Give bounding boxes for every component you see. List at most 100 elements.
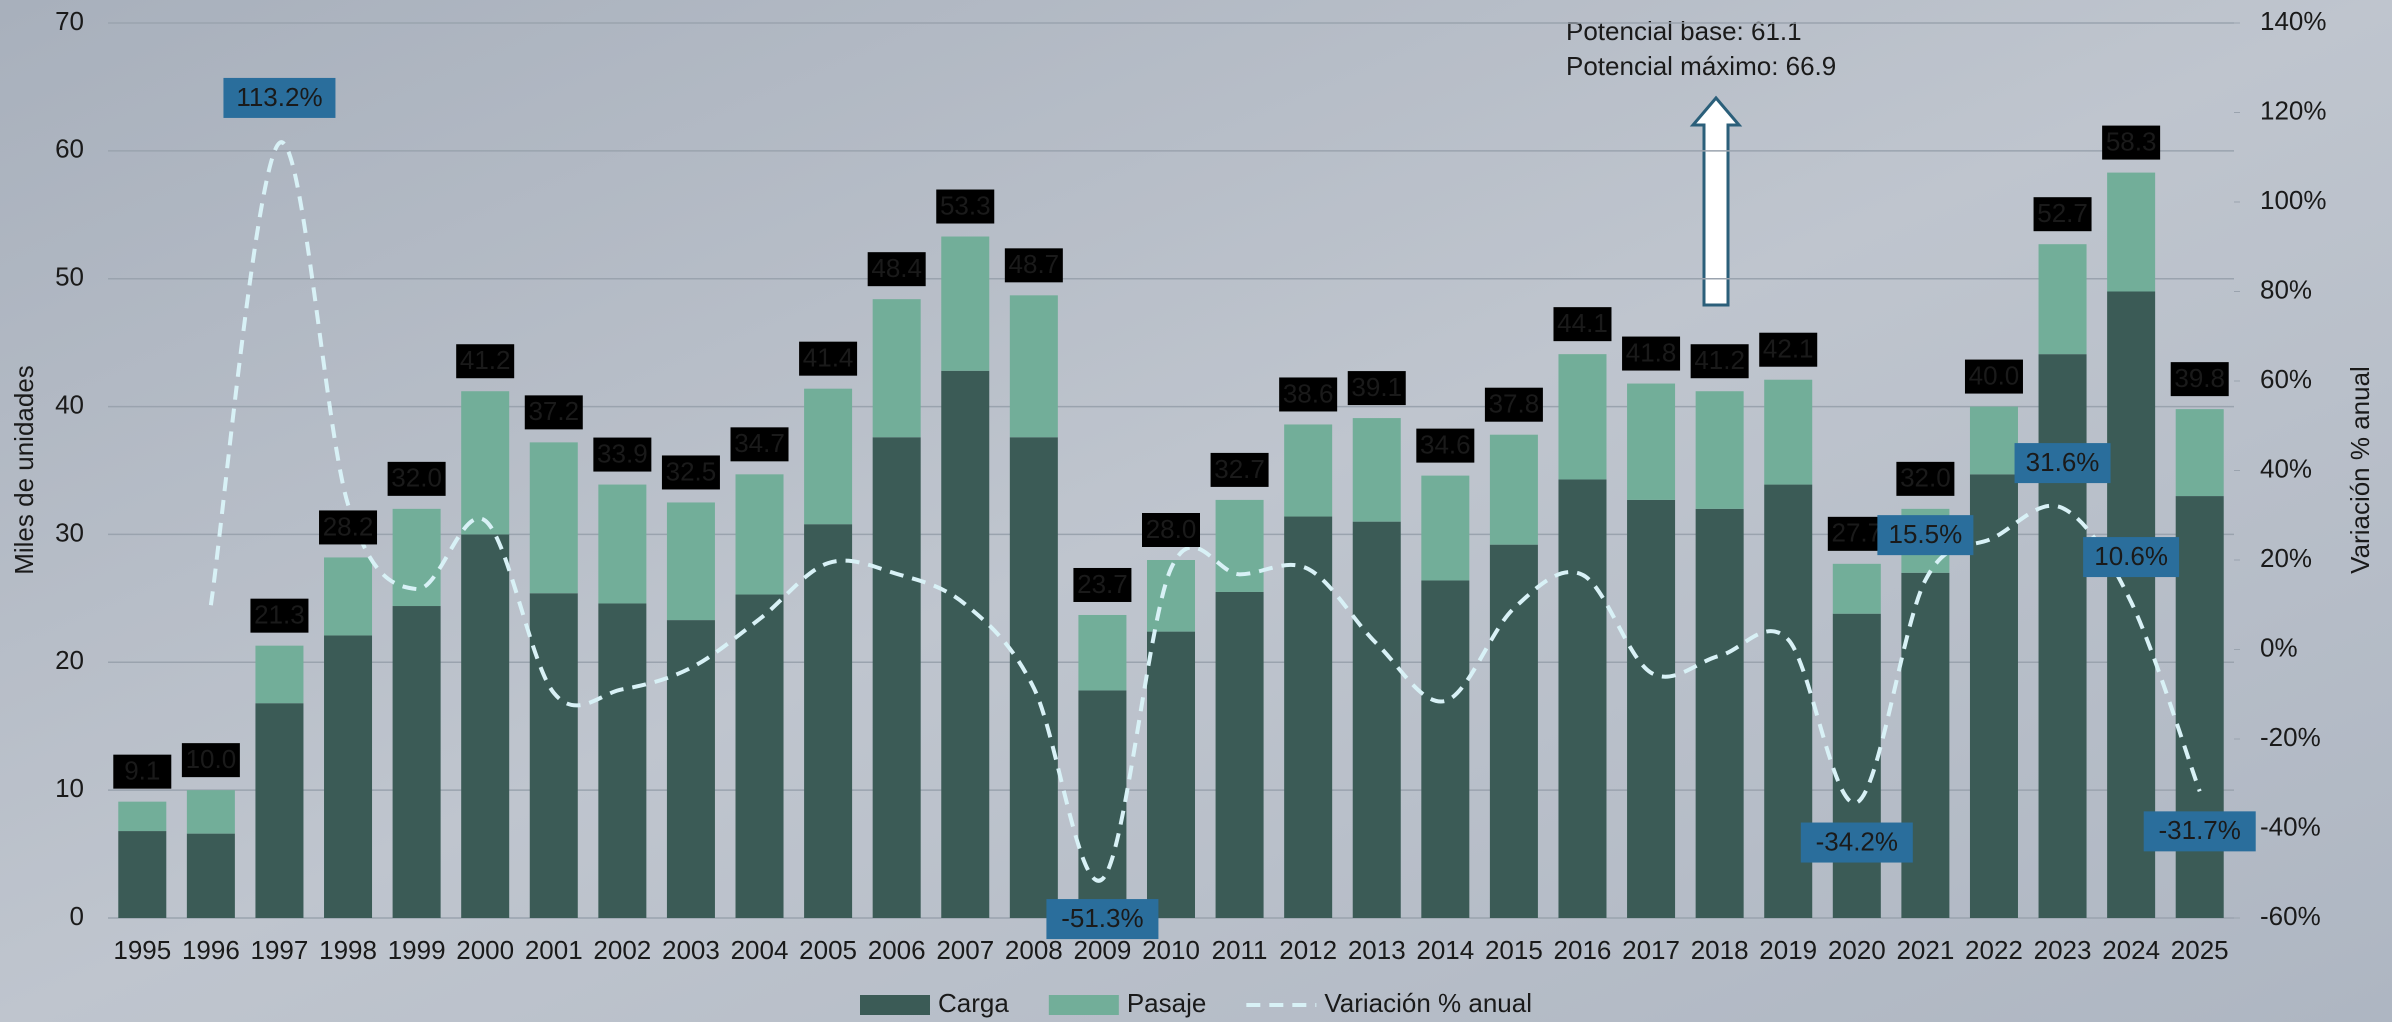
total-label-box [1416,428,1475,463]
x-tick-label: 1996 [182,935,240,965]
bar-segment [804,524,853,918]
bar-segment [735,594,784,918]
total-label: 10.0 [186,744,237,774]
x-tick-label: 2012 [1279,935,1337,965]
x-tick-label: 2021 [1896,935,1954,965]
y2-tick-label: 20% [2260,543,2312,573]
variation-line [208,140,2202,883]
variation-label-box [2083,537,2180,578]
total-label-box [1142,513,1200,547]
bar-segment [1078,614,1127,691]
variation-label-box [223,77,336,118]
y-tick-label: 60 [55,134,84,164]
bar-segment [1421,580,1470,918]
x-tick-label: 2002 [593,935,651,965]
total-label-box [1622,336,1681,371]
bar-segment [1832,563,1881,614]
total-label-box [1759,332,1818,367]
bar-segment [186,790,235,834]
x-tick-label: 2016 [1554,935,1612,965]
x-tick-label: 2014 [1416,935,1474,965]
bar-segment [324,635,373,918]
total-label: 27.7 [1832,518,1883,548]
x-tick-label: 2023 [2034,935,2092,965]
bar-segment [1627,499,1676,918]
variation-label-box [2143,811,2256,852]
total-label: 37.2 [528,396,579,426]
variation-label: -31.7% [2159,815,2241,845]
total-label-box [1690,344,1749,379]
x-tick-label: 2000 [456,935,514,965]
legend-label: Carga [938,988,1009,1018]
total-label-box [1896,461,1955,496]
total-label: 23.7 [1077,569,1128,599]
total-label: 28.0 [1146,514,1197,544]
total-label-box [319,510,378,545]
bar-segment [1969,406,2018,475]
variation-label: 113.2% [236,82,322,112]
x-tick-label: 2019 [1759,935,1817,965]
bar-segment [2038,354,2087,918]
x-tick-label: 2011 [1212,935,1268,965]
bar-segment [1352,521,1401,918]
total-label-box [1004,248,1063,283]
x-tick-label: 2004 [731,935,789,965]
total-label-box [113,754,172,789]
bar-segment [666,620,715,918]
total-label-box [1484,387,1543,422]
total-label: 39.8 [2174,363,2225,393]
bar-segment [255,703,304,918]
bar-segment [186,833,235,918]
bar-segment [1215,591,1264,918]
total-label: 40.0 [1969,360,2020,390]
total-label: 41.2 [1694,345,1745,375]
y-tick-label: 20 [55,645,84,675]
bar-segment [392,508,441,607]
bar-segment [1558,354,1607,480]
y2-tick-label: -40% [2260,811,2321,841]
total-label-box [1210,452,1269,487]
total-label-box [1827,516,1886,551]
x-tick-label: 2018 [1691,935,1749,965]
x-tick-label: 2007 [936,935,994,965]
total-label-box [387,461,446,496]
bar-segment [804,388,853,525]
total-label-box [524,395,583,430]
bar-segment [1627,383,1676,500]
bar-segment [1695,508,1744,918]
x-tick-label: 2022 [1965,935,2023,965]
legend-swatch [860,995,930,1015]
total-label: 9.1 [124,756,160,786]
bar-segment [1078,690,1127,918]
bar-segment [118,801,167,832]
y-tick-label: 70 [55,6,84,36]
bar-segment [461,534,510,918]
total-label-box [2102,125,2161,160]
y-tick-label: 50 [55,262,84,292]
annotation: Potencial máximo: 66.9 [1566,51,1836,81]
bar-segment [1764,379,1813,485]
bar-segment [1489,544,1538,918]
annotation: Potencial base: 61.1 [1566,16,1802,46]
total-label: 48.7 [1009,249,1060,279]
x-tick-label: 2008 [1005,935,1063,965]
variation-label: -51.3% [1061,903,1143,933]
y2-tick-label: 100% [2260,185,2327,215]
bar-segment [2175,496,2224,918]
total-label-box [936,189,995,224]
y2-tick-label: 80% [2260,274,2312,304]
y2-tick-label: 140% [2260,6,2327,36]
x-tick-label: 1998 [319,935,377,965]
bar-segment [255,645,304,704]
bar-segment [324,557,373,636]
x-tick-label: 2010 [1142,935,1200,965]
total-label-box [799,341,858,376]
x-tick-label: 2020 [1828,935,1886,965]
bar-segment [872,299,921,438]
y2-tick-label: 120% [2260,95,2327,125]
legend-label: Variación % anual [1324,988,1532,1018]
variation-label: -34.2% [1816,826,1898,856]
total-label: 52.7 [2037,198,2088,228]
bar-segment [461,391,510,535]
x-tick-label: 2006 [868,935,926,965]
